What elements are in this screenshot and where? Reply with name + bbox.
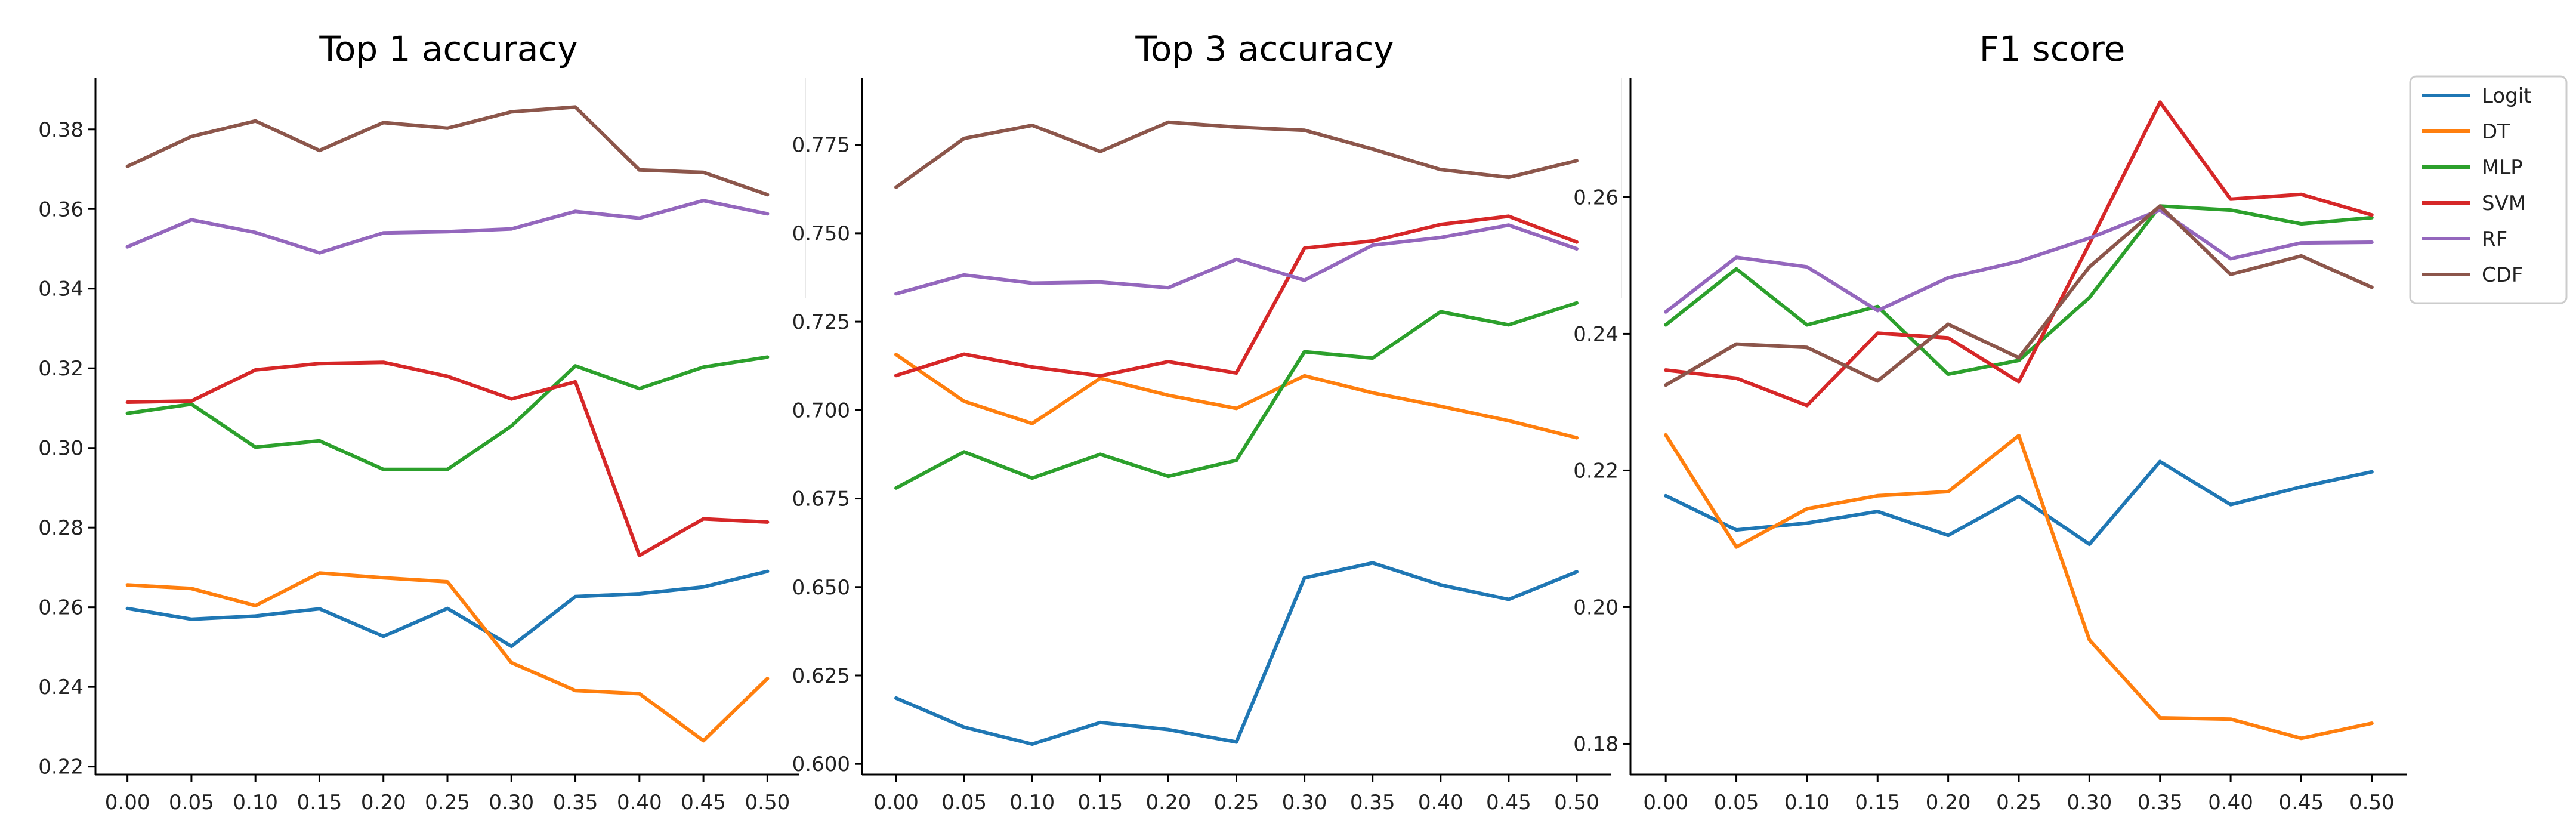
y-tick-label: 0.32 — [38, 357, 84, 381]
legend-label-rf: RF — [2482, 227, 2507, 251]
y-tick-label: 0.750 — [792, 222, 850, 246]
y-tick-label: 0.725 — [792, 310, 850, 334]
x-tick-label: 0.10 — [233, 791, 278, 815]
y-tick-label: 0.625 — [792, 664, 850, 688]
x-tick-label: 0.25 — [425, 791, 470, 815]
series-line-cdf — [894, 120, 1579, 189]
x-tick-label: 0.45 — [1486, 791, 1531, 815]
x-tick-label: 0.35 — [553, 791, 598, 815]
y-tick-label: 0.34 — [38, 277, 84, 301]
series-line-rf — [125, 199, 770, 255]
series-line-rf — [894, 223, 1579, 296]
x-tick-label: 0.25 — [1214, 791, 1259, 815]
x-tick-label: 0.30 — [489, 791, 534, 815]
x-tick-label: 0.00 — [873, 791, 919, 815]
y-tick-label: 0.600 — [792, 752, 850, 776]
y-tick-label: 0.24 — [1573, 322, 1619, 346]
x-tick-label: 0.15 — [1077, 791, 1123, 815]
series-line-logit — [894, 561, 1579, 746]
series-line-mlp — [1664, 204, 2374, 376]
x-tick-label: 0.05 — [1714, 791, 1759, 815]
x-tick-label: 0.30 — [1282, 791, 1327, 815]
subplot-title: Top 3 accuracy — [1135, 29, 1394, 69]
series-line-rf — [1664, 208, 2374, 314]
series-line-svm — [125, 360, 770, 557]
y-tick-label: 0.775 — [792, 134, 850, 158]
subplot-title: Top 1 accuracy — [319, 29, 577, 69]
legend-label-mlp: MLP — [2482, 156, 2523, 180]
x-tick-label: 0.00 — [105, 791, 150, 815]
x-tick-label: 0.20 — [361, 791, 406, 815]
series-line-logit — [1664, 459, 2374, 547]
series-line-cdf — [125, 105, 770, 197]
y-tick-label: 0.22 — [38, 755, 84, 779]
y-tick-label: 0.28 — [38, 516, 84, 540]
subplot-3: F1 score 0.18 0.20 0.22 0.24 0.26 0.00 0.05 0.10… — [1573, 29, 2407, 815]
x-tick-label: 0.20 — [1146, 791, 1191, 815]
subplot-1: Top 1 accuracy 0.22 0.24 0.26 0.28 0.30 0.32 0.… — [38, 29, 799, 815]
y-tick-label: 0.30 — [38, 437, 84, 461]
y-tick-label: 0.650 — [792, 576, 850, 600]
legend-label-svm: SVM — [2482, 192, 2526, 215]
x-tick-label: 0.15 — [297, 791, 342, 815]
x-tick-label: 0.00 — [1643, 791, 1688, 815]
legend-label-cdf: CDF — [2482, 263, 2523, 287]
y-tick-label: 0.700 — [792, 399, 850, 422]
legend-label-logit: Logit — [2482, 84, 2532, 108]
y-tick-label: 0.18 — [1573, 732, 1619, 756]
series-line-dt — [1664, 433, 2374, 741]
y-tick-label: 0.675 — [792, 488, 850, 511]
subplot-title: F1 score — [1979, 29, 2126, 69]
y-tick-label: 0.38 — [38, 118, 84, 142]
x-tick-label: 0.40 — [1418, 791, 1463, 815]
x-tick-label: 0.35 — [2138, 791, 2183, 815]
y-tick-label: 0.26 — [38, 596, 84, 620]
subplot-2: Top 3 accuracy 0.600 0.625 0.650 0.675 0.700 0… — [792, 29, 1611, 815]
x-tick-label: 0.40 — [2208, 791, 2253, 815]
series-line-svm — [894, 214, 1579, 378]
x-tick-label: 0.50 — [2349, 791, 2395, 815]
series-line-dt — [125, 571, 770, 743]
x-tick-label: 0.10 — [1009, 791, 1055, 815]
x-tick-label: 0.50 — [745, 791, 790, 815]
series-line-mlp — [125, 355, 770, 471]
x-tick-label: 0.20 — [1926, 791, 1971, 815]
x-tick-label: 0.25 — [1996, 791, 2041, 815]
series-line-logit — [125, 569, 770, 649]
y-tick-label: 0.22 — [1573, 459, 1619, 483]
y-tick-label: 0.24 — [38, 675, 84, 699]
y-tick-label: 0.36 — [38, 198, 84, 221]
x-tick-label: 0.15 — [1855, 791, 1900, 815]
y-tick-label: 0.20 — [1573, 596, 1619, 619]
series-line-svm — [1664, 100, 2374, 408]
y-tick-label: 0.26 — [1573, 186, 1619, 209]
x-tick-label: 0.45 — [2279, 791, 2324, 815]
x-tick-label: 0.05 — [941, 791, 987, 815]
legend-label-dt: DT — [2482, 120, 2510, 144]
x-tick-label: 0.30 — [2067, 791, 2112, 815]
x-tick-label: 0.10 — [1784, 791, 1830, 815]
x-tick-label: 0.35 — [1350, 791, 1395, 815]
legend: Logit DT MLP SVM RF CDF — [2409, 75, 2568, 304]
x-tick-label: 0.50 — [1554, 791, 1599, 815]
x-tick-label: 0.45 — [681, 791, 726, 815]
x-tick-label: 0.05 — [169, 791, 214, 815]
series-line-cdf — [1664, 204, 2374, 387]
series-line-mlp — [894, 301, 1579, 490]
x-tick-label: 0.40 — [617, 791, 662, 815]
series-line-dt — [894, 353, 1579, 440]
